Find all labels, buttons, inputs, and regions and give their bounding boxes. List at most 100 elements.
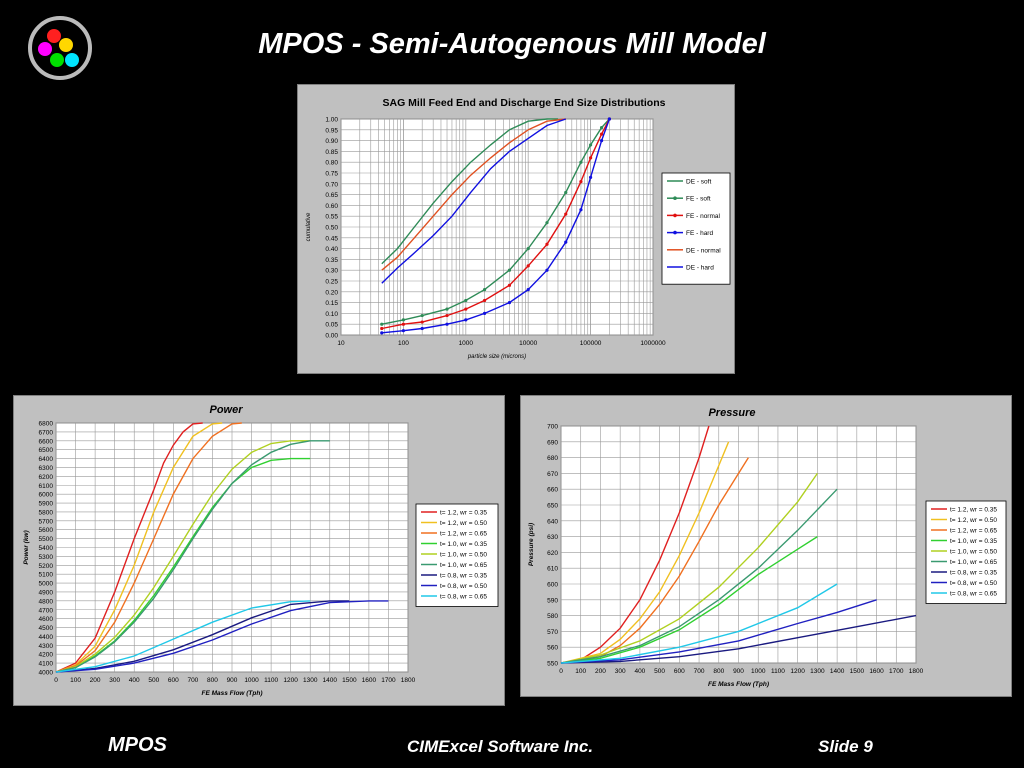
y-tick-label: 700 (547, 424, 558, 431)
x-tick-label: 400 (129, 677, 140, 684)
x-tick-label: 400 (634, 668, 645, 675)
series-line (560, 425, 710, 664)
y-tick-label: 0.30 (325, 268, 338, 275)
legend-marker (673, 230, 677, 235)
y-tick-label: 590 (547, 597, 558, 604)
legend-label: t= 1.2, wr = 0.65 (950, 528, 997, 535)
x-axis-label: FE Mass Flow (Tph) (708, 681, 769, 688)
series-line (560, 488, 838, 664)
series-line (55, 600, 389, 673)
legend-label: DE - normal (686, 247, 721, 254)
y-tick-label: 4700 (39, 607, 54, 614)
data-point (579, 180, 583, 184)
series-line (381, 118, 558, 265)
series-line (560, 441, 730, 664)
x-tick-label: 0 (559, 668, 563, 675)
x-axis-label: FE Mass Flow (Tph) (201, 690, 262, 697)
y-tick-label: 6500 (39, 447, 54, 454)
series-line (55, 440, 330, 673)
y-tick-label: 660 (547, 487, 558, 494)
x-tick-label: 1400 (323, 677, 338, 684)
legend-label: t= 1.0, wr = 0.35 (440, 541, 487, 548)
data-point (545, 268, 549, 272)
x-tick-label: 200 (90, 677, 101, 684)
series-line (55, 422, 203, 673)
legend-marker (673, 213, 677, 218)
y-tick-label: 600 (547, 582, 558, 589)
data-point (564, 212, 568, 216)
size-distribution-chart-panel: 10 100 1000 10000 100000 1000000 0.00 0.05 0.10 0… (297, 84, 735, 374)
x-tick-label: 900 (227, 677, 238, 684)
y-tick-label: 0.50 (325, 225, 338, 232)
data-point (445, 313, 449, 318)
y-tick-label: 560 (547, 645, 558, 652)
y-tick-label: 0.10 (325, 311, 338, 318)
footer-slide-number: Slide 9 (818, 737, 873, 756)
y-tick-label: 680 (547, 455, 558, 462)
data-point (380, 326, 384, 331)
series-line (381, 118, 611, 330)
x-tick-label: 800 (207, 677, 218, 684)
y-tick-label: 0.40 (325, 246, 338, 253)
x-tick-label: 1500 (850, 668, 865, 675)
y-tick-label: 5000 (39, 581, 54, 588)
legend-box (661, 172, 731, 285)
y-tick-label: 1.00 (325, 117, 338, 124)
x-tick-label: 1600 (869, 668, 884, 675)
y-tick-label: 650 (547, 503, 558, 510)
data-point (401, 329, 405, 333)
y-tick-label: 5400 (39, 545, 54, 552)
data-point (482, 311, 487, 315)
y-tick-label: 4100 (39, 661, 54, 668)
x-tick-label: 1700 (889, 668, 904, 675)
y-tick-label: 5700 (39, 518, 54, 525)
y-tick-label: 6300 (39, 465, 54, 472)
series-line (560, 599, 877, 664)
legend-label: t= 0.8, wr = 0.50 (950, 580, 997, 587)
data-point (464, 298, 468, 303)
legend-label: t= 1.0, wr = 0.50 (950, 549, 997, 556)
y-tick-label: 550 (547, 661, 558, 668)
y-tick-label: 0.90 (325, 138, 338, 145)
data-point (401, 318, 405, 322)
footer-app-name: MPOS (108, 734, 167, 756)
y-tick-label: 0.75 (325, 171, 338, 178)
y-tick-label: 0.25 (325, 279, 338, 286)
legend-label: t= 0.8, wr = 0.65 (950, 591, 997, 598)
y-tick-label: 690 (547, 439, 558, 446)
y-tick-label: 0.00 (325, 333, 338, 340)
data-point (507, 301, 512, 305)
series-line (55, 422, 242, 673)
legend-label: DE - soft (686, 179, 711, 186)
legend-label: t= 1.2, wr = 0.50 (440, 520, 487, 527)
y-tick-label: 6800 (39, 421, 54, 428)
y-tick-label: 0.80 (325, 160, 338, 167)
y-tick-label: 4200 (39, 652, 54, 659)
gridlines (55, 422, 409, 673)
data-point (420, 326, 424, 331)
x-tick-label: 1100 (771, 668, 785, 675)
y-tick-label: 5500 (39, 536, 54, 543)
series-line (560, 614, 917, 664)
power-chart-panel: 0 100 200 300 400 500 600 700 800 900 1000 1100 1200… (13, 395, 505, 706)
x-tick-label: 800 (713, 668, 724, 675)
x-tick-label: 900 (733, 668, 744, 675)
y-tick-label: 630 (547, 534, 558, 541)
data-point (420, 313, 424, 318)
legend-box (415, 503, 499, 607)
x-tick-label: 1100 (264, 677, 278, 684)
x-tick-label: 1000000 (640, 340, 666, 347)
data-point (545, 221, 549, 225)
legend-label: t= 1.0, wr = 0.35 (950, 538, 997, 545)
series-line (55, 600, 311, 673)
legend-label: t= 1.0, wr = 0.50 (440, 552, 487, 559)
legend-label: t= 1.0, wr = 0.65 (950, 559, 997, 566)
data-point (589, 156, 593, 160)
x-tick-label: 1800 (401, 677, 416, 684)
data-point (445, 322, 449, 326)
x-tick-label: 300 (615, 668, 626, 675)
data-point (607, 117, 611, 121)
series-line (381, 118, 567, 284)
y-axis-label: Power (kw) (23, 530, 30, 564)
data-point (599, 132, 604, 136)
